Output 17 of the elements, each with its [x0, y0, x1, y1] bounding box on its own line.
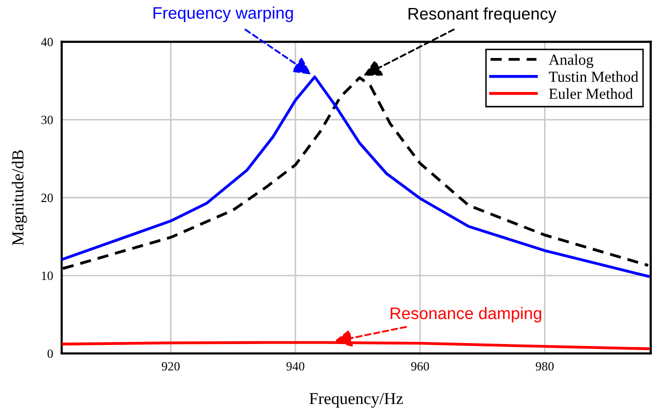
- x-tick-label: 920: [162, 362, 180, 371]
- y-axis-title: Magnitude/dB: [12, 150, 27, 246]
- x-axis-title: Frequency/Hz: [309, 393, 403, 408]
- annotation: Resonant frequency: [408, 7, 556, 23]
- annotation: Resonance damping: [390, 306, 542, 323]
- x-tick-label: 940: [286, 362, 304, 371]
- y-tick-label: 40: [41, 38, 53, 46]
- annotation: Frequency warping: [154, 6, 293, 22]
- y-tick-label: 0: [48, 349, 53, 358]
- y-tick-label: 10: [42, 272, 53, 280]
- x-tick-label: 980: [536, 362, 554, 371]
- x-tick-label: 960: [411, 362, 429, 371]
- y-tick-label: 20: [41, 194, 53, 202]
- legend-label: Euler Method: [549, 88, 633, 99]
- legend-label: Tustin Method: [548, 71, 638, 82]
- y-tick-label: 30: [41, 116, 53, 124]
- legend-label: Analog: [548, 54, 594, 68]
